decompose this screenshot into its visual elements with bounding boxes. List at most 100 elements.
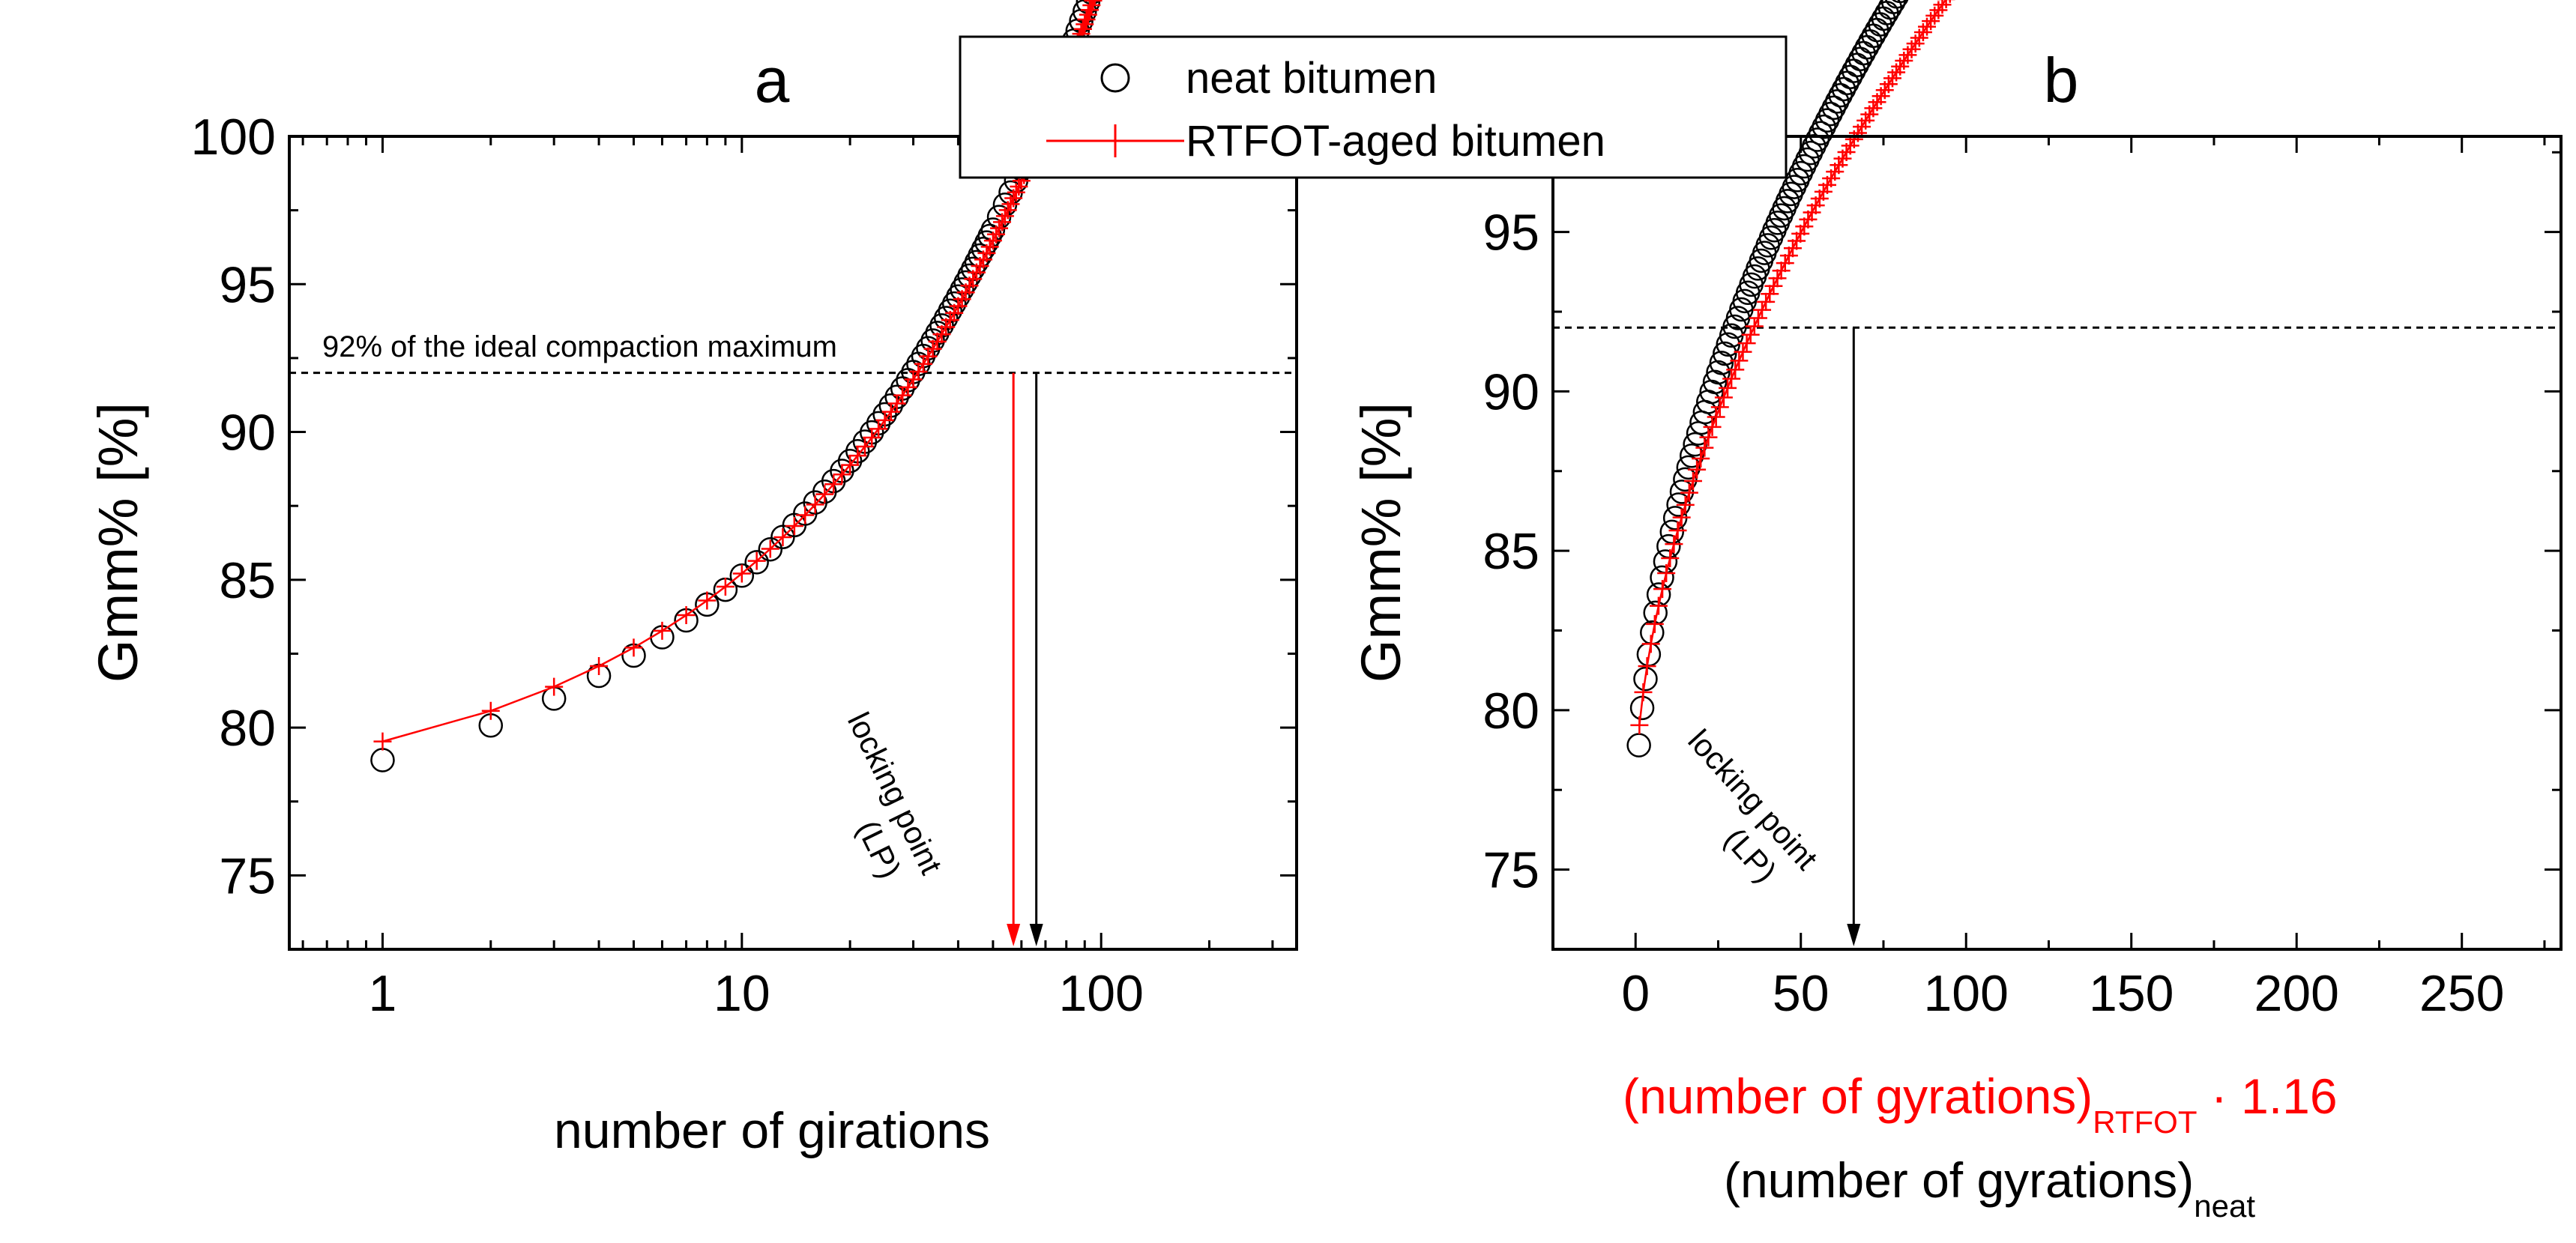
panel-a-aged-point: [928, 332, 947, 351]
panel-b-neat-point: [1633, 666, 1658, 692]
panel-b-aged-point: [1788, 232, 1806, 250]
panel-b-neat-point: [1828, 82, 1853, 108]
panel-b-aged-point: [1768, 269, 1787, 288]
panel-a: a 75 80 85 90 95 100 1 10 100 92% of the ideal c…: [87, 0, 1298, 1159]
panel-a-aged-point: [848, 447, 867, 465]
panel-a-y-tick-label: 75: [219, 847, 276, 904]
panel-a-aged-point: [716, 578, 735, 596]
panel-a-y-axis-label: Gmm% [%]: [87, 402, 149, 683]
panel-b-x-axis-label-rtfot: (number of gyrations)RTFOT · 1.16: [1623, 1068, 2338, 1140]
panel-b-aged-point: [1676, 495, 1695, 514]
panel-b-x-tick-label: 250: [2419, 965, 2504, 1022]
panel-a-aged-point: [1079, 5, 1097, 24]
panel-b-aged-point: [1661, 549, 1680, 568]
panel-a-x-axis-label: number of girations: [554, 1102, 990, 1159]
panel-a-aged-point: [796, 506, 815, 524]
panel-a-aged-point: [1073, 19, 1092, 38]
panel-b-aged-point: [1753, 300, 1772, 319]
panel-b-aged-point: [1665, 535, 1683, 554]
panel-a-y-tick-label: 90: [219, 405, 276, 462]
panel-b-aged-point: [1680, 483, 1698, 502]
panel-b-x-axis-label-neat-sub: neat: [2194, 1188, 2255, 1224]
panel-a-threshold-label: 92% of the ideal compaction maximum: [322, 330, 837, 363]
panel-a-aged-point: [914, 354, 932, 373]
panel-b-aged-point: [1703, 417, 1722, 436]
panel-b-aged-point: [1745, 317, 1764, 336]
panel-b-aged-point: [1714, 388, 1733, 407]
panel-a-aged-point: [806, 495, 824, 514]
panel-a-aged-point: [1077, 10, 1096, 28]
panel-a-frame: [288, 135, 1298, 951]
panel-b-aged-point: [1734, 342, 1752, 361]
panel-b-x-axis-label-neat: (number of gyrations)neat: [1724, 1152, 2255, 1224]
panel-b-neat-point: [1679, 444, 1704, 468]
panel-b-x-axis-label-neat-main: (number of gyrations): [1724, 1152, 2194, 1208]
panel-a-y-tick-label: 100: [191, 109, 276, 166]
panel-b-neat-point: [1805, 127, 1830, 152]
panel-a-y-tick-label: 80: [219, 700, 276, 757]
panel-a-aged-point: [773, 527, 792, 546]
legend-neat-marker: [1100, 63, 1130, 93]
panel-b-aged-point: [1933, 0, 1952, 14]
panel-a-aged-point: [732, 564, 751, 583]
panel-a-aged-point: [1082, 0, 1101, 15]
panel-b-aged-point: [1692, 450, 1710, 468]
panel-a-lp-arrow-neat-head: [1029, 924, 1043, 946]
panel-b-aged-point: [1672, 508, 1691, 527]
panel-b-aged-point: [1653, 580, 1672, 599]
panel-b-aged-point: [1699, 428, 1718, 447]
panel-b-frame: [1551, 135, 2563, 951]
panel-b-neat-point: [1673, 467, 1698, 492]
panel-a-y-tick-label: 85: [219, 552, 276, 609]
panel-b-x-tick-label: 150: [2089, 965, 2174, 1022]
panel-a-aged-point: [941, 311, 959, 330]
panel-a-neat-point: [758, 536, 783, 562]
legend-aged-marker: [1099, 124, 1132, 157]
panel-a-plot-area: 75 80 85 90 95 100 1 10 100: [191, 0, 1297, 1022]
panel-b-aged-point: [1779, 247, 1798, 265]
panel-b-locking-point-label: locking point (LP): [1653, 723, 1831, 909]
panel-a-aged-point: [932, 325, 951, 344]
panel-a-aged-point: [1084, 0, 1103, 10]
panel-b-aged-point: [1803, 203, 1821, 222]
panel-b-neat-point: [1812, 114, 1836, 139]
panel-a-aged-point: [855, 437, 874, 456]
panel-a-x-tick-label: 1: [369, 965, 397, 1022]
panel-b-neat-point: [1808, 121, 1833, 146]
panel-b-aged-point: [1688, 460, 1707, 479]
panel-b-neat-point: [1892, 0, 1908, 4]
panel-a-aged-point: [937, 318, 956, 336]
panel-b-neat-point: [1676, 455, 1701, 480]
panel-a-aged-point: [815, 485, 834, 503]
panel-b-aged-point: [1710, 398, 1729, 417]
panel-b-aged-point: [1757, 292, 1776, 311]
panel-a-aged-point: [545, 677, 564, 696]
panel-a-aged-point: [1081, 1, 1100, 19]
panel-b-y-tick-label: 90: [1482, 363, 1539, 420]
panel-b-aged-point: [1634, 683, 1653, 701]
legend-neat-label: neat bitumen: [1186, 54, 1437, 103]
panel-b-x-tick-label: 50: [1773, 965, 1830, 1022]
panel-a-aged-point: [481, 701, 500, 720]
panel-a-aged-point: [909, 362, 928, 381]
panel-b-neat-point: [1709, 351, 1734, 375]
panel-a-aged-point: [698, 591, 717, 610]
panel-b-y-axis-label: Gmm% [%]: [1350, 402, 1412, 683]
panel-b-y-tick-label: 80: [1482, 683, 1539, 740]
panel-a-x-tick-label: 100: [1058, 965, 1143, 1022]
panel-b-x-axis-label-rtfot-main: (number of gyrations): [1623, 1068, 2093, 1124]
panel-b-x-tick-label: 200: [2254, 965, 2338, 1022]
panel-a-locking-point-label: locking point (LP): [806, 707, 953, 904]
panel-a-aged-point: [841, 456, 860, 474]
panel-a-aged-point: [1094, 0, 1096, 5]
panel-b-neat-point: [1885, 0, 1909, 9]
panel-b-aged-point: [1791, 224, 1810, 243]
panel-b-neat-point: [1626, 733, 1651, 757]
panel-b-aged-point: [1730, 351, 1749, 370]
panel-b-lp-arrow-head: [1847, 924, 1861, 946]
panel-b-aged-point: [1783, 239, 1802, 258]
panel-a-aged-point: [677, 606, 696, 625]
panel-b-x-axis-label-factor: · 1.16: [2197, 1068, 2337, 1124]
panel-b-neat-point: [1821, 95, 1847, 121]
